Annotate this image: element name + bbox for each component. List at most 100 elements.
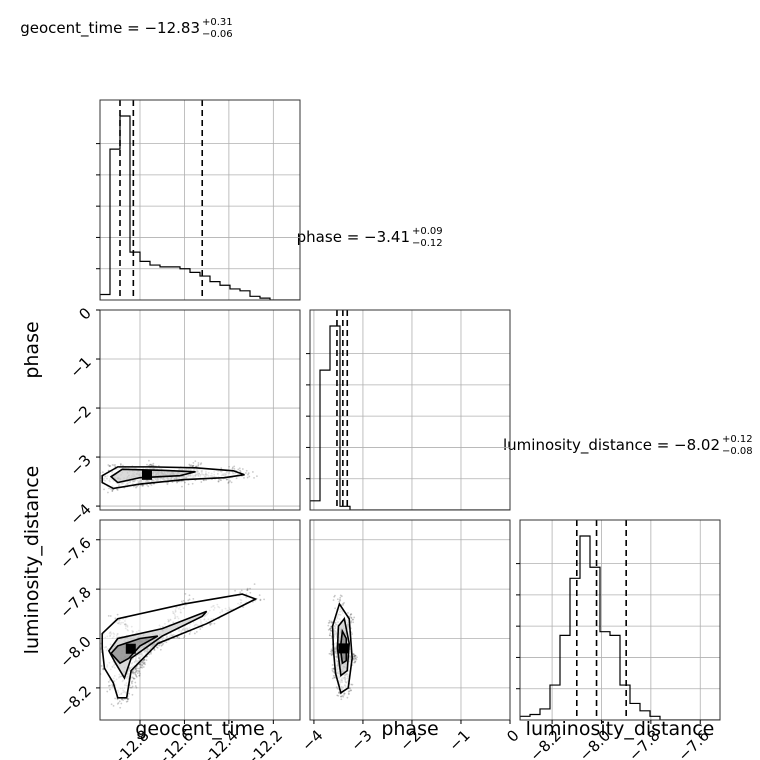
sample-point — [246, 476, 249, 479]
sample-point — [343, 692, 346, 695]
sample-point — [349, 613, 352, 616]
title-phase: phase = −3.41 — [297, 228, 410, 246]
sample-point — [190, 464, 193, 467]
sample-point — [102, 668, 105, 670]
sample-point — [106, 690, 109, 693]
sample-point — [330, 654, 333, 657]
sample-point — [197, 462, 200, 464]
sample-point — [131, 676, 134, 679]
sample-point — [116, 702, 119, 705]
sample-point — [201, 626, 204, 628]
sample-point — [256, 475, 258, 478]
sample-point — [146, 463, 148, 466]
sample-point — [220, 467, 223, 470]
sample-point — [334, 594, 336, 597]
xlabel-phase: phase — [381, 718, 438, 740]
sample-point — [135, 686, 138, 689]
sample-point — [331, 667, 334, 670]
sample-point — [331, 621, 334, 624]
sample-point — [354, 661, 356, 664]
sample-point — [113, 464, 115, 467]
sample-point — [330, 653, 333, 656]
sample-point — [346, 696, 349, 699]
sample-point — [162, 642, 165, 645]
sample-point — [136, 672, 139, 675]
ytick-label-phase: −1 — [66, 353, 94, 381]
sample-point — [140, 664, 142, 667]
sample-point — [138, 674, 141, 677]
sample-point — [126, 698, 129, 700]
sample-point — [351, 633, 353, 635]
histogram-step-phase — [310, 325, 510, 510]
scatter-geocent-time-luminosity-distance — [95, 583, 265, 709]
sample-point — [153, 648, 156, 651]
sample-point — [355, 658, 358, 661]
sample-point — [103, 488, 105, 491]
histogram-geocent-time — [100, 100, 300, 300]
panel-grid — [100, 520, 300, 720]
sample-point — [349, 614, 352, 616]
ylabel-phase: phase — [21, 321, 43, 378]
sample-point — [98, 467, 100, 469]
sample-point — [340, 595, 343, 598]
sample-point — [340, 695, 343, 698]
sample-point — [138, 663, 141, 666]
ytick-label-luminosity-distance: −8.2 — [56, 682, 94, 720]
sample-point — [328, 621, 331, 624]
sample-point — [156, 646, 159, 649]
sample-point — [139, 663, 142, 665]
sample-point — [135, 676, 138, 678]
sample-point — [97, 483, 99, 485]
sample-point — [96, 648, 98, 650]
sample-point — [347, 692, 350, 695]
panel-frame — [309, 309, 511, 511]
sample-point — [108, 487, 110, 490]
sample-point — [340, 695, 342, 698]
ytick-label-luminosity-distance: −8.0 — [56, 633, 94, 671]
sample-point — [339, 599, 342, 602]
sample-point — [329, 627, 332, 630]
sample-point — [247, 473, 249, 476]
sample-point — [165, 641, 168, 644]
sample-point — [336, 598, 339, 601]
sample-point — [143, 658, 146, 661]
sample-point — [135, 674, 137, 676]
sample-point — [108, 464, 111, 467]
sample-point — [354, 654, 356, 657]
title-phase-plus: +0.09 — [412, 226, 443, 237]
sample-point — [234, 589, 236, 592]
sample-point — [347, 690, 350, 693]
sample-point — [132, 677, 135, 680]
sample-point — [348, 686, 351, 689]
sample-point — [142, 659, 145, 662]
sample-point — [356, 656, 358, 659]
sample-point — [95, 480, 97, 482]
sample-point — [337, 694, 340, 697]
sample-point — [96, 649, 98, 651]
sample-point — [134, 671, 137, 673]
sample-point — [97, 653, 99, 655]
sample-point — [126, 700, 129, 703]
sample-point — [95, 649, 97, 651]
sample-point — [98, 628, 100, 630]
panel-grid — [310, 520, 510, 720]
sample-point — [246, 587, 249, 590]
sample-point — [135, 675, 138, 677]
sample-point — [350, 613, 353, 615]
sample-point — [238, 467, 241, 470]
sample-point — [137, 670, 139, 672]
title-luminosity-distance: luminosity_distance = −8.02 — [503, 436, 720, 455]
sample-point — [116, 613, 119, 616]
sample-point — [251, 471, 254, 473]
sample-point — [155, 646, 158, 649]
sample-point — [354, 660, 357, 663]
sample-point — [96, 628, 98, 630]
sample-point — [142, 666, 145, 668]
sample-point — [259, 598, 262, 601]
sample-point — [131, 685, 134, 688]
sample-point — [193, 632, 196, 635]
sample-point — [332, 674, 335, 677]
sample-point — [338, 600, 341, 603]
sample-point — [114, 464, 117, 466]
